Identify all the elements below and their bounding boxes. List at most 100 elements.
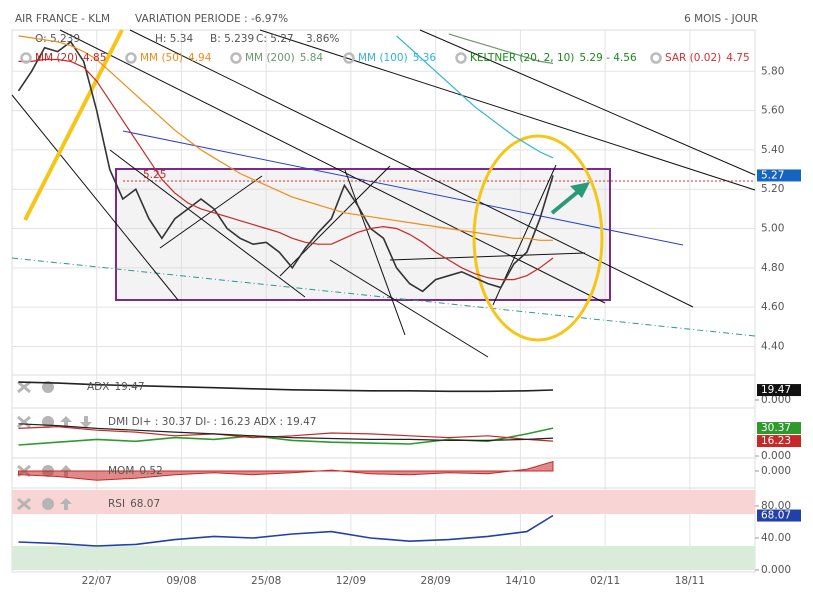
zone	[12, 490, 755, 514]
panel-value: 68.07	[130, 498, 160, 510]
x-tick-label: 14/10	[505, 575, 535, 587]
highlight-ellipse	[472, 134, 604, 342]
series-line	[17, 40, 554, 293]
panel-title: MOM	[108, 465, 134, 477]
arrow	[550, 188, 582, 215]
level-label: 5.25	[143, 169, 166, 181]
panel-value: 0.52	[139, 465, 162, 477]
plot-frame	[11, 29, 756, 573]
legend-icon	[125, 52, 137, 64]
trend-line	[329, 259, 489, 358]
value-badge-label: 68.07	[761, 510, 791, 522]
value-badge	[757, 169, 801, 182]
y-tick-label: 0.000	[761, 394, 791, 406]
panel-title: RSI	[108, 498, 125, 510]
series-line	[396, 35, 554, 159]
x-tick-label: 09/08	[166, 575, 196, 587]
legend-icon	[20, 52, 32, 64]
panel-title: DMI DI+ : 30.37 DI- : 16.23 ADX : 19.47	[108, 416, 316, 428]
trend-line	[109, 149, 306, 298]
y-tick-label: 0.000	[761, 450, 791, 462]
background-layer	[12, 30, 755, 572]
series-line	[18, 35, 553, 241]
y-tick-label: 0.000	[761, 465, 791, 477]
ohlc: B: 5.239	[210, 33, 254, 45]
panel-toolbar[interactable]	[17, 497, 72, 511]
legend-value: 5.84	[300, 52, 324, 64]
value-badge	[757, 384, 801, 397]
legend-label: MM (100)	[358, 52, 408, 64]
trend-line	[389, 252, 586, 261]
trend-line	[344, 169, 406, 336]
value-badge	[757, 435, 801, 448]
legend-value: 4.94	[188, 52, 212, 64]
legend-label: MM (200)	[245, 52, 295, 64]
x-tick-label: 28/09	[421, 575, 451, 587]
x-tick-label: 02/11	[590, 575, 620, 587]
legend-value: 5.29 - 4.56	[579, 52, 637, 64]
series-area	[17, 460, 554, 481]
series-line	[18, 514, 554, 547]
y-tick-label: 5.40	[761, 144, 784, 156]
legend-label: MM (20)	[35, 52, 78, 64]
series-line	[18, 58, 554, 281]
title: AIR FRANCE - KLM	[15, 13, 110, 25]
series-line	[18, 381, 554, 393]
y-tick-label: 4.60	[761, 301, 784, 313]
legend-icon	[343, 52, 355, 64]
y-tick-label: 40.00	[761, 532, 791, 544]
x-tick-label: 25/08	[251, 575, 281, 587]
legend-icon	[455, 52, 467, 64]
ohlc: 3.86%	[306, 33, 339, 45]
y-tick-label: 0.000	[761, 564, 791, 576]
x-tick-label: 22/07	[82, 575, 112, 587]
ohlc: O: 5.239	[35, 33, 80, 45]
panel-title: ADX	[87, 381, 109, 393]
trend-line	[122, 130, 684, 246]
zone	[12, 546, 755, 570]
legend-icon	[230, 52, 242, 64]
arrow-head	[570, 182, 590, 198]
legend-value: 4.75	[726, 52, 749, 64]
value-badge-label: 30.37	[761, 422, 791, 434]
trend-line	[419, 29, 756, 176]
trend-line	[11, 94, 179, 301]
value-badge-label: 19.47	[761, 384, 791, 396]
highlight-line	[23, 29, 124, 221]
series-line	[18, 423, 554, 441]
legend-label: SAR (0.02)	[665, 52, 721, 64]
y-tick-label: 5.60	[761, 105, 784, 117]
x-tick-label: 12/09	[336, 575, 366, 587]
annotations	[11, 29, 756, 358]
legend-label: KELTNER (20, 2, 10)	[470, 52, 574, 64]
y-tick-label: 5.20	[761, 183, 784, 195]
series-line	[18, 425, 554, 442]
legend-value: 4.85	[83, 52, 106, 64]
x-tick-label: 18/11	[675, 575, 705, 587]
value-badge-label: 5.27	[761, 169, 784, 181]
trend-line	[259, 29, 756, 191]
y-tick-label: 4.80	[761, 262, 784, 274]
range-box	[115, 168, 611, 301]
y-tick-label: 4.40	[761, 340, 784, 352]
series-line	[448, 33, 554, 64]
legend-icon	[650, 52, 662, 64]
value-badge-label: 16.23	[761, 435, 791, 447]
y-tick-label: 5.00	[761, 223, 784, 235]
legend-label: MM (50)	[140, 52, 183, 64]
y-tick-label: 5.80	[761, 65, 784, 77]
ohlc: H: 5.34	[155, 33, 193, 45]
value-badge	[757, 422, 801, 435]
ohlc: C: 5.27	[256, 33, 294, 45]
subtitle: VARIATION PERIODE : -6.97%	[135, 13, 288, 25]
value-badge	[757, 509, 801, 522]
legend-value: 5.36	[413, 52, 437, 64]
panel-icons	[17, 380, 92, 511]
period: 6 MOIS - JOUR	[684, 13, 758, 25]
trend-line	[11, 257, 756, 337]
y-tick-label: 80.00	[761, 500, 791, 512]
panel-toolbar[interactable]	[17, 380, 54, 394]
panel-value: 19.47	[114, 381, 144, 393]
